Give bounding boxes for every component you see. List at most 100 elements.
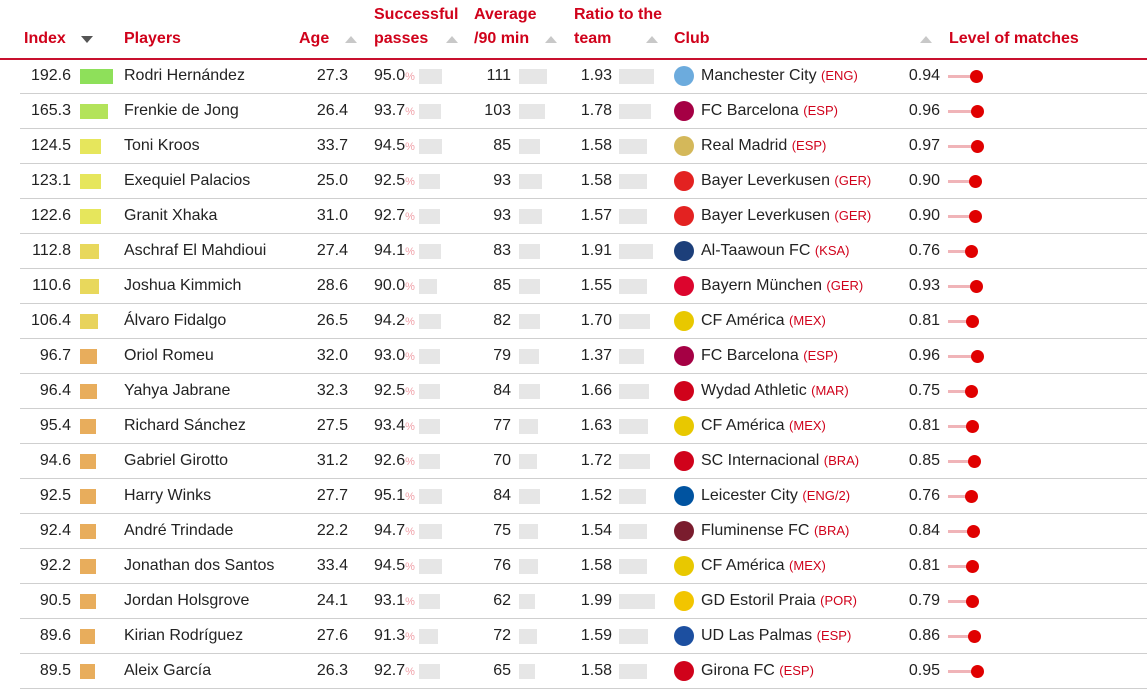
club-name[interactable]: Wydad Athletic xyxy=(701,382,807,399)
percent-sign: % xyxy=(405,631,415,643)
club-name[interactable]: SC Internacional xyxy=(701,452,820,469)
sort-ratio-line1[interactable]: Ratio to the xyxy=(574,6,662,23)
index-bar xyxy=(80,594,96,609)
player-name[interactable]: Joshua Kimmich xyxy=(124,277,242,294)
passes-bar xyxy=(419,594,441,609)
sort-index[interactable]: Index xyxy=(24,30,66,47)
club: Al-Taawoun FC (KSA) xyxy=(701,242,850,260)
sort-passes[interactable]: passes xyxy=(374,30,429,47)
table-row[interactable]: 124.5 Toni Kroos 33.7 94.5% 85 1.58 Real… xyxy=(20,129,1147,164)
club-crest-icon xyxy=(674,451,694,471)
player-name[interactable]: Kirian Rodríguez xyxy=(124,627,244,644)
avg-value: 65 xyxy=(493,662,511,679)
table-row[interactable]: 106.4 Álvaro Fidalgo 26.5 94.2% 82 1.70 … xyxy=(20,304,1147,339)
club-name[interactable]: Bayer Leverkusen xyxy=(701,207,830,224)
club-name[interactable]: CF América xyxy=(701,417,785,434)
sort-desc-icon[interactable] xyxy=(81,36,93,43)
table-row[interactable]: 92.5 Harry Winks 27.7 95.1% 84 1.52 Leic… xyxy=(20,479,1147,514)
player-name[interactable]: Yahya Jabrane xyxy=(124,382,231,399)
table-row[interactable]: 95.4 Richard Sánchez 27.5 93.4% 77 1.63 … xyxy=(20,409,1147,444)
passes-value: 92.5% xyxy=(374,172,415,189)
player-name[interactable]: Álvaro Fidalgo xyxy=(124,312,227,329)
avg-bar xyxy=(519,69,547,84)
level-lollipop-line xyxy=(948,145,978,148)
club-name[interactable]: Al-Taawoun FC xyxy=(701,242,811,259)
level-value: 0.97 xyxy=(908,137,940,154)
table-row[interactable]: 94.6 Gabriel Girotto 31.2 92.6% 70 1.72 … xyxy=(20,444,1147,479)
sort-asc-icon[interactable] xyxy=(646,36,658,43)
table-row[interactable]: 92.4 André Trindade 22.2 94.7% 75 1.54 F… xyxy=(20,514,1147,549)
player-name[interactable]: Richard Sánchez xyxy=(124,417,246,434)
index-bar xyxy=(80,314,99,329)
sort-club[interactable]: Club xyxy=(674,30,710,47)
club-name[interactable]: Leicester City xyxy=(701,487,798,504)
club-name[interactable]: FC Barcelona xyxy=(701,347,799,364)
table-row[interactable]: 112.8 Aschraf El Mahdioui 27.4 94.1% 83 … xyxy=(20,234,1147,269)
club-country: (MEX) xyxy=(789,418,826,433)
table-row[interactable]: 123.1 Exequiel Palacios 25.0 92.5% 93 1.… xyxy=(20,164,1147,199)
level-value: 0.79 xyxy=(908,592,940,609)
club-name[interactable]: Bayern München xyxy=(701,277,822,294)
sort-ratio[interactable]: team xyxy=(574,30,612,47)
club-name[interactable]: CF América xyxy=(701,557,785,574)
age-value: 31.0 xyxy=(316,207,348,224)
table-row[interactable]: 165.3 Frenkie de Jong 26.4 93.7% 103 1.7… xyxy=(20,94,1147,129)
club-name[interactable]: Girona FC xyxy=(701,662,775,679)
level-value: 0.84 xyxy=(908,522,940,539)
table-row[interactable]: 122.6 Granit Xhaka 31.0 92.7% 93 1.57 Ba… xyxy=(20,199,1147,234)
club-name[interactable]: Fluminense FC xyxy=(701,522,810,539)
player-name[interactable]: Aschraf El Mahdioui xyxy=(124,242,267,259)
sort-age[interactable]: Age xyxy=(299,30,330,47)
table-row[interactable]: 96.4 Yahya Jabrane 32.3 92.5% 84 1.66 Wy… xyxy=(20,374,1147,409)
player-name[interactable]: Oriol Romeu xyxy=(124,347,214,364)
player-name[interactable]: Rodri Hernández xyxy=(124,67,245,84)
player-name[interactable]: André Trindade xyxy=(124,522,234,539)
table-row[interactable]: 89.6 Kirian Rodríguez 27.6 91.3% 72 1.59… xyxy=(20,619,1147,654)
club-name[interactable]: Real Madrid xyxy=(701,137,788,154)
club-name[interactable]: Bayer Leverkusen xyxy=(701,172,830,189)
player-name[interactable]: Gabriel Girotto xyxy=(124,452,229,469)
sort-players[interactable]: Players xyxy=(124,30,181,47)
table-row[interactable]: 92.2 Jonathan dos Santos 33.4 94.5% 76 1… xyxy=(20,549,1147,584)
table-row[interactable]: 192.6 Rodri Hernández 27.3 95.0% 111 1.9… xyxy=(20,59,1147,94)
sort-avg[interactable]: /90 min xyxy=(474,30,530,47)
ratio-bar xyxy=(619,594,655,609)
level-lollipop-dot xyxy=(969,210,982,223)
sort-level[interactable]: Level of matches xyxy=(949,30,1079,47)
index-bar xyxy=(80,419,97,434)
player-name[interactable]: Frenkie de Jong xyxy=(124,102,239,119)
sort-avg-line1[interactable]: Average xyxy=(474,6,537,23)
player-name[interactable]: Toni Kroos xyxy=(124,137,200,154)
passes-value: 95.1% xyxy=(374,487,415,504)
table-row[interactable]: 110.6 Joshua Kimmich 28.6 90.0% 85 1.55 … xyxy=(20,269,1147,304)
avg-value: 70 xyxy=(493,452,511,469)
table-row[interactable]: 89.5 Aleix García 26.3 92.7% 65 1.58 Gir… xyxy=(20,654,1147,689)
passes-bar xyxy=(419,69,442,84)
club-name[interactable]: FC Barcelona xyxy=(701,102,799,119)
level-lollipop-dot xyxy=(967,630,981,643)
sort-asc-icon[interactable] xyxy=(446,36,458,43)
index-value: 106.4 xyxy=(30,312,71,329)
club-name[interactable]: Manchester City xyxy=(701,67,817,84)
player-name[interactable]: Jordan Holsgrove xyxy=(124,592,250,609)
sort-asc-icon[interactable] xyxy=(920,36,932,43)
player-name[interactable]: Granit Xhaka xyxy=(124,207,218,224)
club-name[interactable]: GD Estoril Praia xyxy=(701,592,816,609)
sort-asc-icon[interactable] xyxy=(545,36,557,43)
club-name[interactable]: CF América xyxy=(701,312,785,329)
club-country: (ESP) xyxy=(803,103,838,118)
player-name[interactable]: Jonathan dos Santos xyxy=(124,557,275,574)
table-row[interactable]: 90.5 Jordan Holsgrove 24.1 93.1% 62 1.99… xyxy=(20,584,1147,619)
avg-bar xyxy=(519,209,543,224)
player-name[interactable]: Exequiel Palacios xyxy=(124,172,251,189)
table-row[interactable]: 96.7 Oriol Romeu 32.0 93.0% 79 1.37 FC B… xyxy=(20,339,1147,374)
sort-asc-icon[interactable] xyxy=(345,36,357,43)
club-name[interactable]: UD Las Palmas xyxy=(701,627,813,644)
age-value: 27.3 xyxy=(316,67,348,84)
player-name[interactable]: Aleix García xyxy=(124,662,212,679)
ratio-bar xyxy=(619,139,648,154)
sort-passes-line1[interactable]: Successful xyxy=(374,6,459,23)
avg-bar xyxy=(519,524,538,539)
ratio-value: 1.57 xyxy=(580,207,612,224)
player-name[interactable]: Harry Winks xyxy=(124,487,212,504)
